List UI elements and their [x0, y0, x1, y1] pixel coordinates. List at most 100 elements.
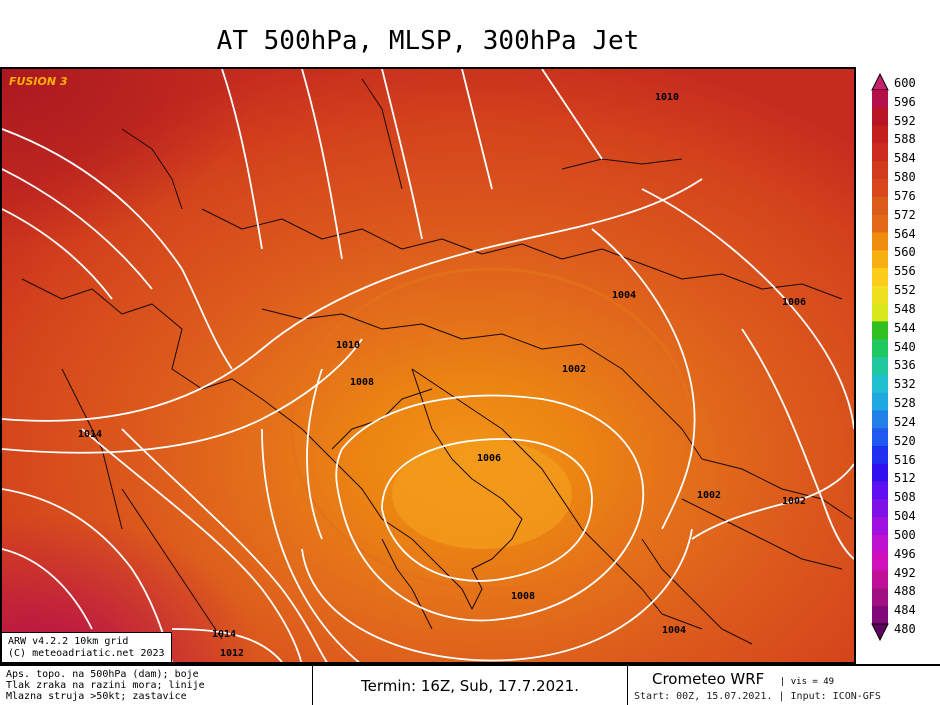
forecast-term-text: Termin: 16Z, Sub, 17.7.2021.: [361, 676, 579, 695]
legend-label: 588: [894, 132, 916, 147]
legend-bottom-arrow: [871, 623, 889, 642]
weather-map: 1010 1004 1006 1010 1008 1002 1014 1006 …: [0, 67, 856, 664]
legend-label: 536: [894, 358, 916, 373]
isobar-label: 1002: [782, 496, 806, 507]
legend-label: 544: [894, 320, 916, 335]
legend-label: 484: [894, 603, 916, 618]
isobar-label: 1014: [212, 629, 236, 640]
isobar-label: 1006: [477, 453, 501, 464]
isobar-label: 1008: [350, 377, 374, 388]
legend-label: 512: [894, 471, 916, 486]
color-scale-bar: [871, 72, 889, 642]
legend-label: 572: [894, 207, 916, 222]
legend-label: 508: [894, 490, 916, 505]
legend-swatch: [872, 570, 888, 589]
legend-swatch: [872, 268, 888, 287]
legend-swatch: [872, 143, 888, 162]
model-start: Start: 00Z, 15.07.2021. | Input: ICON-GF…: [634, 691, 881, 702]
legend-label: 504: [894, 509, 916, 524]
description-line: Aps. topo. na 500hPa (dam); boje: [6, 669, 199, 680]
legend-label: 552: [894, 283, 916, 298]
map-canvas: 1010 1004 1006 1010 1008 1002 1014 1006 …: [2, 69, 854, 662]
footer: Aps. topo. na 500hPa (dam); boje Tlak zr…: [0, 664, 940, 705]
legend-label: 592: [894, 113, 916, 128]
isobar-label: 1010: [336, 340, 360, 351]
legend-label: 576: [894, 188, 916, 203]
map-title: AT 500hPa, MLSP, 300hPa Jet: [216, 26, 640, 56]
legend-swatch: [872, 196, 888, 216]
legend-swatch: [872, 392, 888, 411]
legend-swatch: [872, 303, 888, 322]
legend-swatch: [872, 374, 888, 394]
isobar-label: 1002: [562, 364, 586, 375]
isobar-label: 1012: [220, 648, 244, 659]
crometeo-brand: Crometeo WRF: [652, 670, 765, 688]
forecast-term: Termin: 16Z, Sub, 17.7.2021.: [312, 666, 628, 705]
legend-swatch: [872, 232, 888, 251]
legend-label: 500: [894, 527, 916, 542]
geopotential-core: [392, 439, 572, 549]
legend-top-arrow: [871, 72, 889, 91]
description-line: Tlak zraka na razini mora; linije: [6, 680, 205, 691]
legend-swatch: [872, 214, 888, 233]
legend-swatch: [872, 250, 888, 269]
geopotential-contour: [290, 267, 694, 591]
legend-swatch: [872, 357, 888, 376]
fusion-logo: FUSION 3: [9, 75, 68, 88]
legend-swatch: [872, 179, 888, 198]
vis-value: | vis = 49: [779, 677, 835, 687]
legend-swatch: [872, 499, 888, 518]
isobar-label: 1008: [511, 591, 535, 602]
isobar-label: 1010: [655, 92, 679, 103]
legend-label: 596: [894, 94, 916, 109]
geopotential-high-sw: [2, 69, 854, 662]
legend-swatch: [872, 463, 888, 483]
coastlines-and-borders: [21, 78, 853, 645]
legend-label: 584: [894, 151, 916, 166]
copyright: (C) meteoadriatic.net 2023: [8, 648, 165, 659]
legend-label: 540: [894, 339, 916, 354]
legend-swatch: [872, 321, 888, 340]
model-credit: Crometeo WRF | vis = 49 Start: 00Z, 15.0…: [630, 669, 938, 702]
legend-label: 580: [894, 170, 916, 185]
legend-label: 480: [894, 622, 916, 636]
isobar-label: 1004: [612, 290, 636, 301]
legend-label: 520: [894, 433, 916, 448]
legend-swatch: [872, 161, 888, 180]
description-line: Mlazna struja >50kt; zastavice: [6, 691, 187, 702]
isobar-label: 1006: [782, 297, 806, 308]
isobar-label: 1004: [662, 625, 686, 636]
legend-swatch: [872, 339, 888, 358]
legend-swatch: [872, 552, 888, 572]
legend-swatch: [872, 90, 888, 109]
isobar-label: 1014: [78, 429, 102, 440]
legend-swatch: [872, 446, 888, 465]
legend-swatch: [872, 535, 888, 554]
isobar-label-group: 1010 1004 1006 1010 1008 1002 1014 1006 …: [78, 92, 806, 659]
legend-swatch: [872, 481, 888, 500]
legend-swatch: [872, 428, 888, 447]
legend-label: 496: [894, 546, 916, 561]
legend-swatch: [872, 125, 888, 144]
legend-label: 564: [894, 226, 916, 241]
legend-swatch: [872, 410, 888, 429]
isobar-lines: [2, 69, 854, 662]
legend-label: 560: [894, 245, 916, 260]
model-version: ARW v4.2.2 10km grid: [8, 636, 129, 647]
model-info-box: ARW v4.2.2 10km grid (C) meteoadriatic.n…: [2, 632, 172, 662]
legend-label: 492: [894, 565, 916, 580]
legend-label: 528: [894, 396, 916, 411]
map-description: Aps. topo. na 500hPa (dam); boje Tlak zr…: [6, 669, 205, 702]
legend-label: 524: [894, 414, 916, 429]
legend-label: 532: [894, 377, 916, 392]
legend-label: 516: [894, 452, 916, 467]
legend-swatch: [872, 606, 888, 625]
legend-swatch: [872, 107, 888, 127]
legend-label: 600: [894, 76, 916, 90]
legend-swatch: [872, 517, 888, 536]
legend-label: 548: [894, 301, 916, 316]
color-scale-legend: 600 596 592 588 584 580 576 572 564 560 556 552 548 5…: [868, 72, 940, 642]
legend-swatch: [872, 285, 888, 305]
legend-label: 556: [894, 264, 916, 279]
isobar-label: 1002: [697, 490, 721, 501]
